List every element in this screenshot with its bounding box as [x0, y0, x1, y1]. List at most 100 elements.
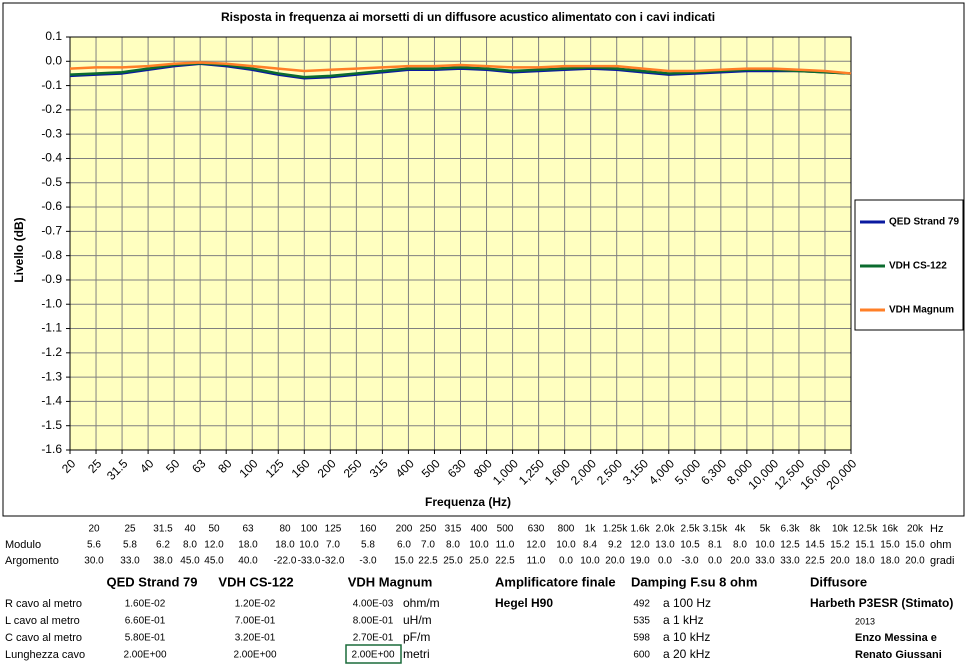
amp-title: Amplificatore finale [495, 574, 616, 589]
y-tick-label: -0.4 [41, 151, 62, 165]
table-value: 5.6 [87, 540, 101, 551]
table-value: 20.0 [830, 556, 850, 567]
freq-header: 500 [497, 524, 514, 535]
y-tick-label: -0.1 [41, 78, 62, 92]
table-value: 12.0 [204, 540, 224, 551]
table-value: 20.0 [905, 556, 925, 567]
table-value: 8.0 [733, 540, 747, 551]
legend-label: QED Strand 79 [889, 217, 959, 228]
table-value: 8.1 [708, 540, 722, 551]
damping-value: 492 [633, 599, 650, 610]
cable-value: 3.20E-01 [235, 633, 276, 644]
y-tick-label: 0.0 [45, 53, 62, 67]
table-value: 15.0 [880, 540, 900, 551]
table-value: 10.0 [755, 540, 775, 551]
row-label: Modulo [5, 539, 41, 551]
freq-header: 630 [528, 524, 545, 535]
table-value: 18.0 [855, 556, 875, 567]
amp-name: Hegel H90 [495, 596, 553, 610]
damping-value: 535 [633, 616, 650, 627]
damping-label: a 10 kHz [663, 630, 710, 644]
table-value: 9.2 [608, 540, 622, 551]
y-tick-label: -1.0 [41, 296, 62, 310]
table-value: 18.0 [880, 556, 900, 567]
freq-header: 8k [810, 524, 822, 535]
y-tick-label: -1.4 [41, 394, 62, 408]
y-tick-label: -0.7 [41, 224, 62, 238]
cable-value: 7.00E-01 [235, 616, 276, 627]
cable-value: 2.00E+00 [233, 650, 277, 661]
table-value: 5.8 [361, 540, 375, 551]
cable-header: QED Strand 79 [106, 574, 197, 589]
table-value: -3.0 [359, 556, 377, 567]
damping-title: Damping F.su 8 ohm [631, 574, 757, 589]
y-tick-label: -0.9 [41, 272, 62, 286]
freq-header: 20 [88, 524, 100, 535]
table-value: 40.0 [238, 556, 258, 567]
freq-header: 6.3k [781, 524, 801, 535]
row-unit: ohm [930, 539, 951, 551]
cable-value: 1.20E-02 [235, 599, 276, 610]
author: Renato Giussani [855, 649, 942, 661]
cable-row-label: C cavo al metro [5, 632, 82, 644]
table-value: 7.0 [421, 540, 435, 551]
freq-header: 12.5k [853, 524, 878, 535]
freq-header: 800 [558, 524, 575, 535]
table-value: 38.0 [153, 556, 173, 567]
table-value: 15.0 [905, 540, 925, 551]
freq-header: 63 [242, 524, 254, 535]
table-value: 18.0 [275, 540, 295, 551]
selected-cell [345, 644, 402, 664]
freq-header: 100 [301, 524, 318, 535]
damping-label: a 20 kHz [663, 647, 710, 661]
table-value: 30.0 [84, 556, 104, 567]
cable-value: 1.60E-02 [125, 599, 166, 610]
freq-header: 2.0k [656, 524, 676, 535]
damping-label: a 1 kHz [663, 613, 704, 627]
freq-header: 25 [124, 524, 136, 535]
cable-unit: pF/m [403, 630, 430, 644]
table-value: 22.5 [495, 556, 515, 567]
speaker-year: 2013 [855, 616, 875, 626]
table-value: -33.0 [298, 556, 321, 567]
cable-value: 5.80E-01 [125, 633, 166, 644]
x-axis-label: Frequenza (Hz) [425, 495, 511, 509]
table-value: 10.0 [580, 556, 600, 567]
table-value: 33.0 [755, 556, 775, 567]
cable-value: 2.00E+00 [123, 650, 167, 661]
damping-label: a 100 Hz [663, 596, 711, 610]
y-tick-label: -0.3 [41, 126, 62, 140]
damping-value: 598 [633, 633, 650, 644]
y-tick-label: -1.3 [41, 369, 62, 383]
table-value: 33.0 [780, 556, 800, 567]
freq-header: 1.25k [603, 524, 628, 535]
plot-border [69, 36, 852, 451]
speaker-name: Harbeth P3ESR (Stimato) [810, 596, 953, 610]
table-value: 11.0 [527, 556, 546, 567]
freq-header: 50 [208, 524, 220, 535]
y-tick-label: -0.5 [41, 175, 62, 189]
y-tick-label: -0.8 [41, 248, 62, 262]
freq-header: 10k [832, 524, 849, 535]
table-value: 8.0 [446, 540, 460, 551]
freq-header: 31.5 [153, 524, 173, 535]
table-value: 15.0 [394, 556, 414, 567]
freq-header: 400 [471, 524, 488, 535]
table-value: 18.0 [238, 540, 258, 551]
freq-header: 80 [279, 524, 291, 535]
table-value: 0.0 [658, 556, 672, 567]
table-value: 22.5 [418, 556, 438, 567]
table-value: 12.0 [630, 540, 650, 551]
cable-value: 8.00E-01 [353, 616, 394, 627]
table-value: 11.0 [496, 540, 515, 551]
y-tick-label: -0.2 [41, 102, 62, 116]
y-tick-label: -0.6 [41, 199, 62, 213]
table-value: 7.0 [326, 540, 340, 551]
table-value: 20.0 [730, 556, 750, 567]
freq-unit: Hz [930, 523, 943, 535]
cable-header: VDH CS-122 [218, 574, 293, 589]
y-tick-label: -1.1 [41, 321, 62, 335]
table-value: -3.0 [681, 556, 699, 567]
row-unit: gradi [930, 555, 954, 567]
